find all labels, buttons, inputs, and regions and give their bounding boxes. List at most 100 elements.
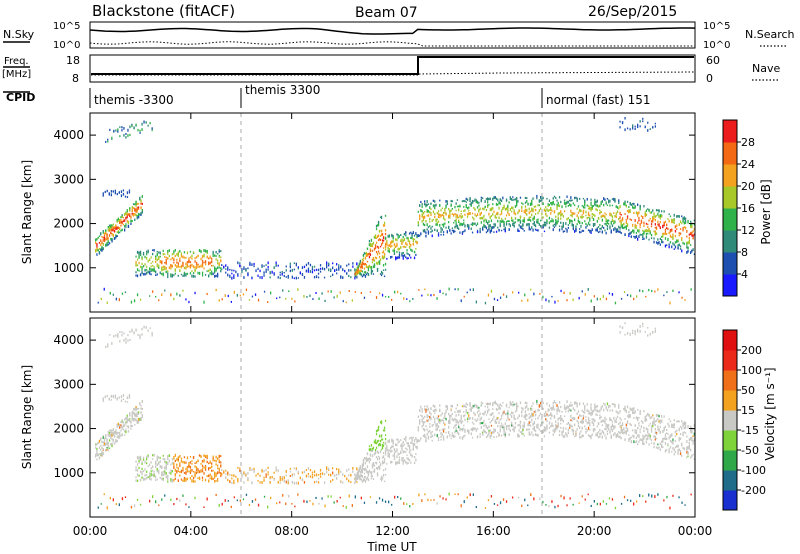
velocity-cell	[231, 482, 233, 485]
power-cell	[455, 221, 457, 225]
power-cell	[516, 199, 518, 202]
power-cell	[576, 214, 578, 218]
power-cell	[624, 213, 626, 215]
velocity-cell	[538, 428, 540, 431]
power-cell	[632, 124, 634, 128]
velocity-cell	[626, 415, 629, 417]
power-cell	[596, 297, 598, 301]
velocity-cell	[107, 443, 109, 445]
velocity-cell	[378, 442, 381, 446]
power-cell	[126, 214, 128, 217]
velocity-cell	[98, 457, 101, 460]
power-cell	[621, 121, 624, 125]
velocity-cell	[176, 458, 178, 461]
velocity-cell	[563, 404, 566, 407]
power-cell	[684, 299, 686, 301]
power-cell	[601, 200, 603, 203]
power-cell	[574, 218, 576, 222]
velocity-cell	[448, 425, 450, 429]
power-cell	[328, 268, 330, 272]
power-cell	[484, 200, 486, 203]
velocity-cell	[566, 400, 568, 404]
velocity-cell	[361, 463, 363, 466]
velocity-cell	[610, 435, 612, 439]
power-cell	[483, 207, 485, 211]
velocity-cell	[411, 442, 413, 445]
velocity-cell	[591, 413, 593, 416]
power-cell	[605, 220, 607, 223]
velocity-cell	[113, 434, 116, 438]
power-cell	[464, 224, 466, 227]
velocity-cell	[174, 453, 176, 457]
station-title: Blackstone (fitACF)	[92, 2, 235, 20]
power-cell	[599, 209, 601, 212]
velocity-cell	[420, 437, 422, 440]
velocity-cell	[171, 480, 173, 483]
power-cell	[648, 219, 650, 222]
power-cell	[195, 264, 198, 267]
velocity-cell	[105, 437, 107, 439]
velocity-cell	[633, 411, 635, 415]
velocity-cell	[215, 459, 217, 463]
velocity-cell	[126, 425, 128, 428]
power-cell	[165, 267, 167, 270]
velocity-cell	[366, 452, 369, 455]
power-cell	[693, 253, 695, 256]
velocity-cell	[348, 468, 350, 471]
power-cell	[379, 273, 382, 275]
power-cell	[375, 251, 378, 254]
power-cell	[259, 269, 261, 273]
velocity-cell	[214, 473, 216, 477]
power-cell	[185, 274, 187, 277]
power-cell	[96, 253, 98, 256]
velocity-cell	[507, 416, 509, 419]
power-cell	[152, 264, 154, 267]
velocity-cell	[215, 480, 217, 482]
power-cell	[406, 298, 408, 300]
velocity-cell	[95, 455, 97, 458]
velocity-cell	[388, 455, 390, 457]
power-cell	[432, 204, 435, 208]
power-cell	[388, 234, 390, 237]
velocity-cell	[429, 429, 431, 433]
velocity-cell	[557, 406, 559, 410]
velocity-cell	[367, 474, 370, 477]
velocity-cell	[619, 425, 621, 428]
velocity-cell	[167, 462, 169, 466]
velocity-cell	[384, 442, 387, 444]
power-cell	[192, 265, 195, 269]
power-cell	[633, 235, 635, 238]
velocity-cell	[609, 429, 611, 433]
power-cell	[436, 212, 438, 215]
power-cell	[460, 210, 462, 212]
power-cell	[179, 269, 181, 273]
velocity-cell	[197, 477, 199, 479]
nave-tick-bottom: 0	[706, 72, 713, 85]
velocity-cell	[648, 434, 650, 437]
velocity-cell	[563, 434, 566, 438]
velocity-cell	[566, 435, 568, 438]
velocity-cell	[217, 464, 219, 467]
power-cell	[523, 210, 525, 214]
velocity-cell	[551, 414, 553, 418]
power-cell	[563, 210, 566, 213]
power-cell	[122, 216, 125, 219]
velocity-cell	[125, 428, 127, 431]
velocity-cell	[552, 425, 554, 427]
power-cell	[129, 209, 131, 212]
power-cell	[482, 226, 484, 229]
power-cell	[555, 196, 557, 199]
velocity-cell	[203, 466, 205, 469]
velocity-cell	[198, 454, 201, 457]
velocity-cell	[460, 417, 462, 420]
power-cell	[101, 241, 103, 244]
velocity-cell	[135, 476, 137, 479]
velocity-cell	[102, 448, 104, 450]
power-cell	[615, 215, 617, 219]
power-cell	[313, 265, 316, 268]
velocity-cell	[417, 415, 419, 418]
velocity-cell	[517, 405, 519, 408]
power-cell	[135, 263, 137, 266]
power-cell	[479, 212, 481, 216]
velocity-cell	[495, 417, 498, 421]
